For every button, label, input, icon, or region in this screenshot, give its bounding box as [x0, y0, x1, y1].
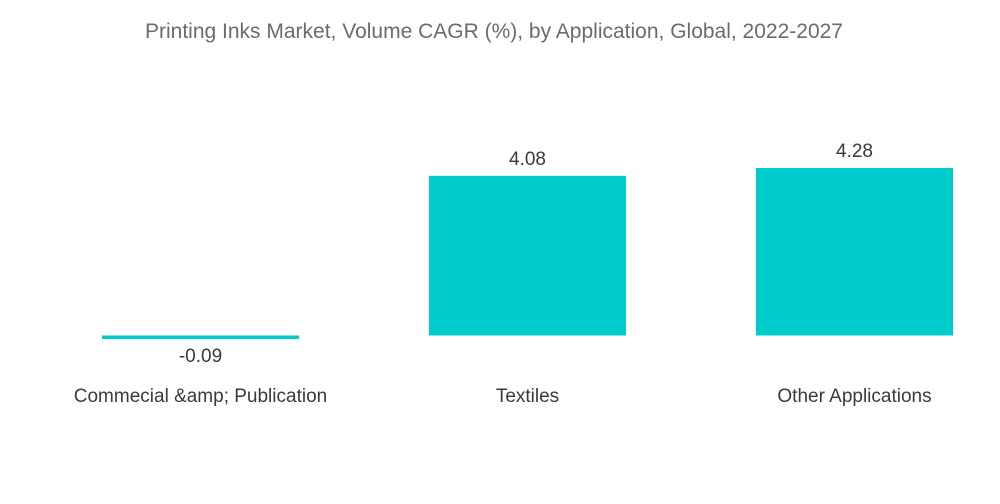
category-label-commecial-and-publication: Commecial &amp; Publication: [74, 386, 327, 407]
bar-textiles: [429, 175, 626, 336]
bar-other-applications: [756, 168, 953, 336]
category-label-other-applications: Other Applications: [777, 386, 931, 407]
value-label-other-applications: 4.28: [836, 141, 873, 162]
value-label-commecial-and-publication: -0.09: [179, 346, 222, 367]
value-labels-layer: -0.09 4.08 4.28: [179, 141, 873, 367]
category-label-textiles: Textiles: [496, 386, 559, 407]
value-label-textiles: 4.08: [509, 149, 546, 170]
bar-commecial-and-publication: [102, 335, 299, 340]
bars-layer: [102, 168, 953, 340]
chart-title: Printing Inks Market, Volume CAGR (%), b…: [145, 20, 843, 43]
category-labels-layer: Commecial &amp; Publication Textiles Other…: [74, 386, 932, 407]
